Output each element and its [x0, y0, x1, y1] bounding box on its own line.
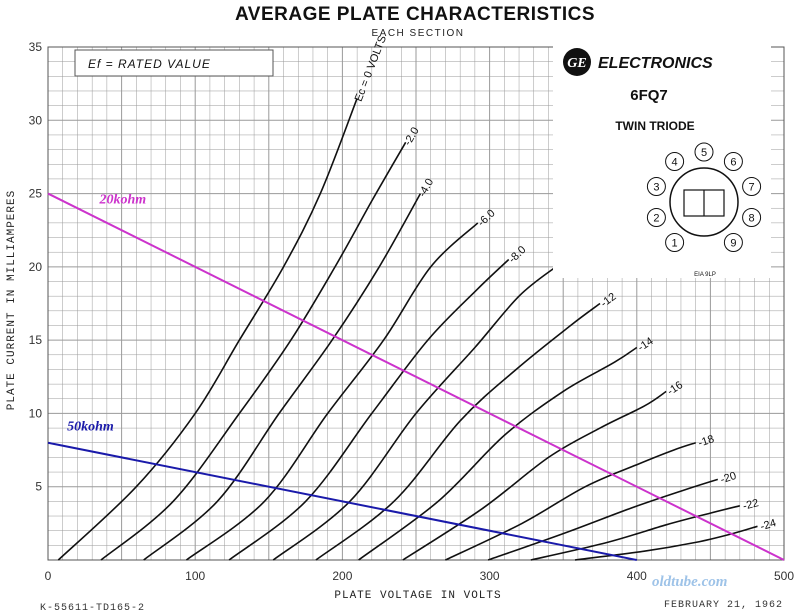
pin-number: 3 [653, 182, 659, 194]
grid-voltage-curve [228, 258, 510, 561]
grid-voltage-curve [185, 222, 479, 561]
y-tick-label: 10 [29, 406, 43, 420]
drawing-number: K-55611-TD165-2 [40, 603, 145, 612]
pin-number: 6 [730, 157, 736, 169]
watermark: oldtube.com [652, 574, 727, 590]
pin-circle [742, 177, 762, 196]
pin-number: 4 [672, 157, 678, 169]
y-tick-label: 20 [29, 260, 43, 274]
brand-name: ELECTRONICS [598, 55, 713, 72]
curve-label: -8.0 [507, 244, 529, 266]
curve-label: -24 [759, 517, 778, 533]
x-axis-label: PLATE VOLTAGE IN VOLTS [334, 590, 501, 602]
pin-circle [694, 142, 714, 162]
chart-subtitle: EACH SECTION [371, 28, 464, 39]
pin-circle [665, 152, 685, 171]
curve-label: -18 [697, 433, 716, 449]
load-line-label: 50kohm [67, 420, 114, 435]
grid-voltage-curve [402, 390, 667, 561]
condition-note: Ef = RATED VALUE [88, 57, 211, 71]
chart-title: AVERAGE PLATE CHARACTERISTICS [235, 4, 595, 25]
grid-voltage-curve [445, 441, 696, 561]
ge-monogram-letters: GE [567, 56, 586, 71]
x-tick-label: 0 [45, 569, 52, 583]
load-line-label: 20kohm [99, 193, 147, 208]
ge-logo-panel: GE ELECTRONICS 6FQ7 TWIN TRIODE 1 2 3 4 5 6 7 8… [553, 42, 771, 278]
pin-number: 8 [749, 213, 755, 225]
pin-number: 9 [730, 238, 736, 250]
tube-basing-diagram: 1 2 3 4 5 6 7 8 9 [646, 142, 762, 252]
x-tick-label: 400 [627, 569, 647, 583]
pin-number: 2 [653, 213, 659, 225]
grid-voltage-curve [315, 302, 601, 561]
curve-label: -14 [636, 335, 656, 354]
grid-voltage-curve [272, 266, 557, 561]
pin-circle [665, 233, 685, 252]
plot-frame [47, 46, 785, 561]
grid-voltage-curve [143, 193, 422, 561]
y-tick-label: 35 [29, 40, 43, 54]
pin-number: 1 [672, 238, 678, 250]
pin-number: 7 [749, 182, 755, 194]
grid-voltage-curve [574, 525, 758, 561]
ge-monogram-icon [563, 48, 591, 76]
x-tick-label: 500 [774, 569, 794, 583]
y-axis-label: PLATE CURRENT IN MILLIAMPERES [6, 190, 18, 410]
curve-label: -2.0 [402, 125, 422, 147]
condition-note-box [74, 49, 274, 77]
y-tick-label: 15 [29, 333, 43, 347]
tube-type: TWIN TRIODE [615, 119, 694, 133]
curve-label: Ec = 0 VOLTS [353, 34, 389, 103]
x-tick-label: 100 [185, 569, 205, 583]
pin-circle [646, 208, 666, 227]
y-tick-label: 30 [29, 113, 43, 127]
chart-date: FEBRUARY 21, 1962 [664, 600, 783, 611]
grid-voltage-curve [358, 346, 638, 561]
y-tick-label: 5 [35, 480, 42, 494]
load-line [47, 441, 637, 561]
pin-circle [742, 208, 762, 227]
grid-voltage-curve [100, 141, 407, 561]
load-line [47, 192, 785, 561]
curve-label: -12 [599, 291, 619, 310]
curve-label: -6.0 [476, 207, 498, 229]
pin-circle [723, 233, 743, 252]
y-tick-label: 25 [29, 187, 43, 201]
pin-circle [646, 177, 666, 196]
base-code: EIA 9LP [694, 272, 716, 278]
curve-label: -4.0 [417, 177, 437, 199]
x-tick-label: 200 [332, 569, 352, 583]
pin-circle [723, 152, 743, 171]
x-tick-label: 300 [480, 569, 500, 583]
grid-voltage-curve [57, 98, 358, 561]
tube-envelope-icon [669, 167, 739, 237]
curve-label: -16 [665, 379, 685, 398]
curve-label: -20 [719, 470, 738, 486]
curve-label: -22 [742, 497, 760, 512]
load-lines: 20kohm 50kohm [47, 192, 785, 561]
tube-number: 6FQ7 [630, 87, 668, 104]
grid-voltage-curve [487, 478, 719, 561]
pin-number: 5 [701, 147, 707, 159]
